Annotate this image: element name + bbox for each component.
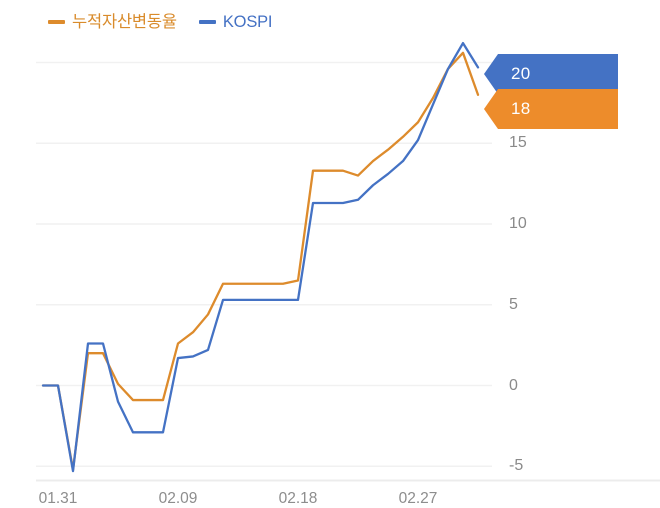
y-tick-label: -5 [509,457,524,475]
kospi-value-callout[interactable]: 20 [484,54,618,94]
asset-value-callout[interactable]: 18 [484,89,618,129]
x-tick-label: 02.27 [398,490,438,507]
x-tick-label: 02.09 [158,490,198,507]
series-line-asset-change-rate [41,51,480,471]
y-tick-label: 0 [509,376,518,394]
legend-item-asset-change-rate[interactable]: 누적자산변동율 [48,12,177,32]
y-tick-label: 10 [509,215,527,232]
y-tick-label: 15 [509,134,527,152]
callout-arrow-left-icon [484,54,498,94]
legend-item-kospi[interactable]: KOSPI [198,12,273,32]
legend-swatch-orange-icon [48,20,65,24]
x-tick-label: 02.18 [278,490,318,507]
legend-label-kospi: KOSPI [222,13,273,31]
x-tick-label: 01.31 [38,490,78,507]
kospi-value-callout-label: 20 [498,54,618,94]
chart-legend: 누적자산변동율 KOSPI [48,10,273,34]
legend-label-asset-change-rate: 누적자산변동율 [72,13,177,31]
gridlines [36,61,492,467]
y-tick-label: 5 [509,295,518,313]
asset-value-callout-label: 18 [498,89,618,129]
series-line-kospi [41,41,480,473]
series-lines [41,41,480,473]
callout-arrow-left-icon [484,89,498,129]
legend-swatch-blue-icon [198,20,216,24]
